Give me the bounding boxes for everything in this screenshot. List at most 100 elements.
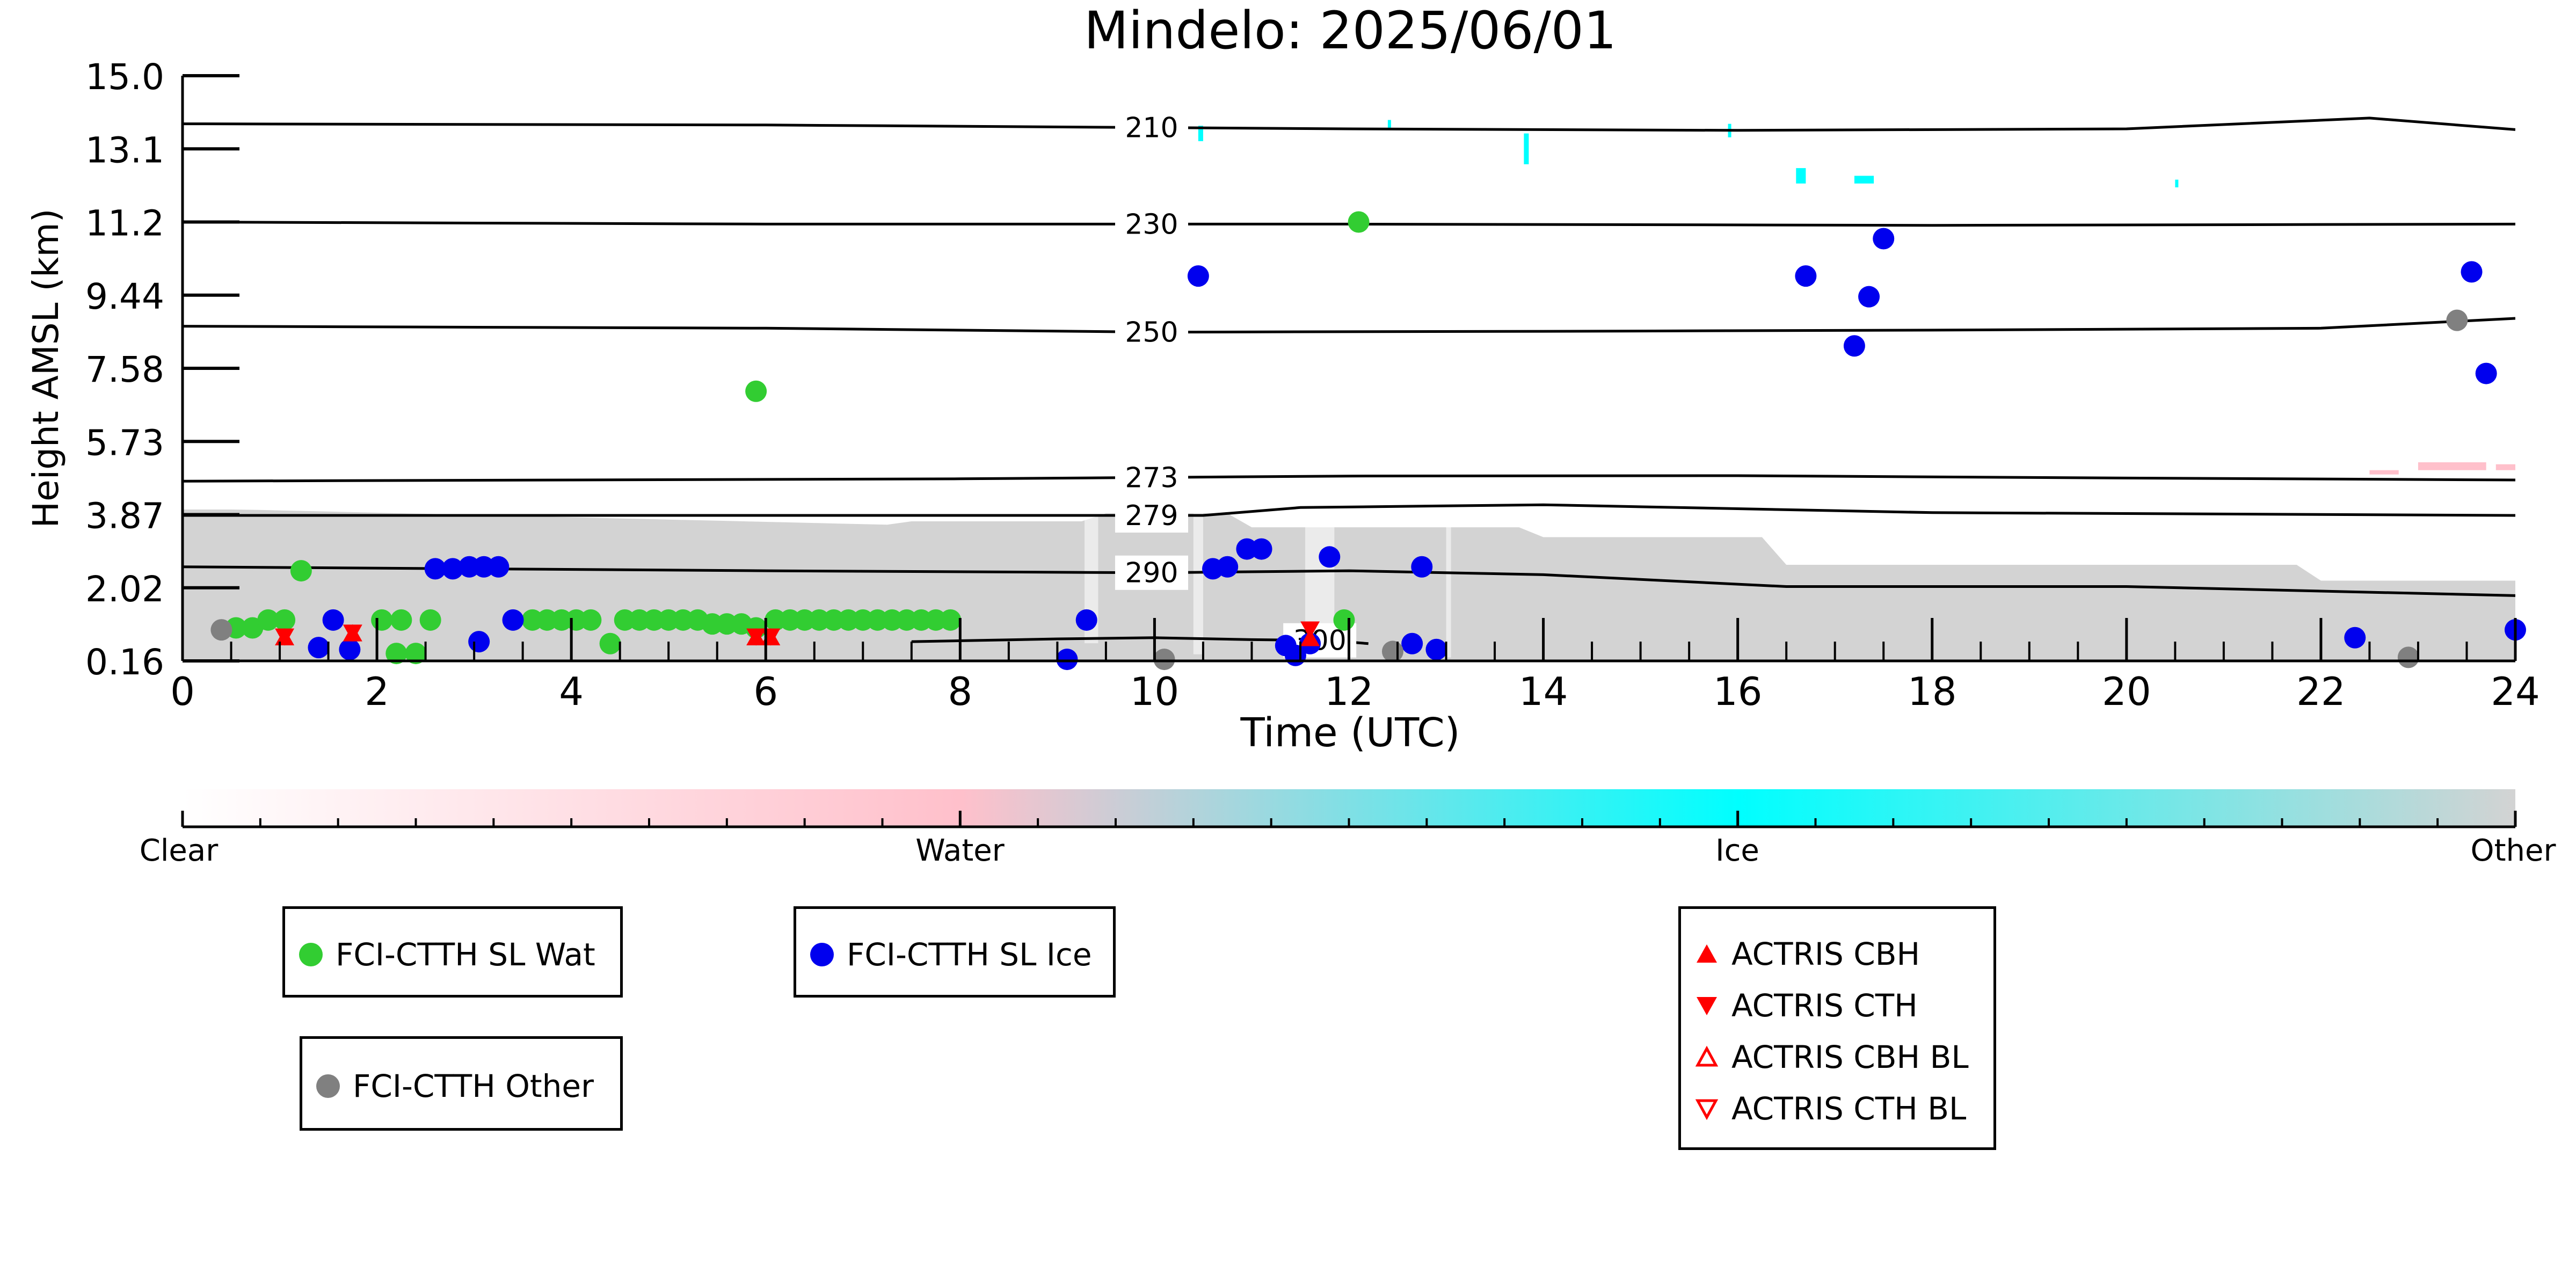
data-point <box>442 558 464 580</box>
isotherm-line <box>183 117 2515 132</box>
y-tick-label: 7.58 <box>85 349 164 390</box>
data-point <box>487 556 510 578</box>
data-point <box>419 609 441 631</box>
triangle-down-filled-icon <box>1697 997 1717 1015</box>
data-point <box>1858 286 1880 308</box>
cth-marker <box>1300 621 1320 639</box>
data-point <box>339 638 361 660</box>
isotherm-line <box>183 474 2515 483</box>
cloud-mask-ice <box>2175 179 2179 187</box>
isotherm-label: 290 <box>1125 557 1178 590</box>
cloud-mask-ice <box>1524 133 1529 164</box>
marker-layer <box>210 211 2526 671</box>
legend-label-cth-bl: ACTRIS CTH BL <box>1731 1090 1967 1127</box>
data-point <box>2397 646 2419 668</box>
data-point <box>1411 556 1433 578</box>
colorbar-label-other: Other <box>2470 833 2556 868</box>
data-point <box>1187 265 1209 287</box>
legend-label-other: FCI-CTTH Other <box>353 1068 594 1104</box>
data-point <box>745 380 767 402</box>
data-point <box>2446 309 2468 331</box>
cloud-mask-gap <box>1085 358 1098 644</box>
cloud-mask-water <box>2418 462 2486 470</box>
y-tick-label: 13.1 <box>85 129 164 171</box>
legend-label-water: FCI-CTTH SL Wat <box>336 936 595 973</box>
data-point <box>385 643 407 665</box>
colorbar-label-water: Water <box>915 833 1005 868</box>
y-tick-label: 5.73 <box>85 422 164 463</box>
data-point <box>290 560 312 582</box>
isotherm-layer: 210230250273279290300 <box>183 110 2515 658</box>
legend-water: FCI-CTTH SL Wat <box>282 906 623 998</box>
data-point <box>1843 335 1865 357</box>
data-point <box>1425 638 1447 660</box>
y-tick-label: 2.02 <box>85 569 164 610</box>
x-tick-label: 4 <box>559 669 584 714</box>
other-marker-icon <box>316 1074 340 1098</box>
x-tick-label: 6 <box>753 669 778 714</box>
data-point <box>1153 649 1175 671</box>
x-tick-label: 24 <box>2491 669 2540 714</box>
triangle-up-filled-icon <box>1697 944 1717 963</box>
cloud-mask-gap <box>1446 428 1451 658</box>
x-tick-label: 18 <box>1908 669 1957 714</box>
data-point <box>2461 261 2483 283</box>
chart-title: Mindelo: 2025/06/01 <box>1084 1 1617 61</box>
y-tick-label: 3.87 <box>85 496 164 537</box>
axes: 0 2 4 6 8 10 12 14 16 18 20 22 240.162.023.875.737.5… <box>85 56 2540 714</box>
x-tick-label: 8 <box>948 669 972 714</box>
y-tick-label: 15.0 <box>85 56 164 98</box>
isotherm-line <box>183 503 2515 517</box>
colorbar-label-clear: Clear <box>140 833 219 868</box>
data-point <box>274 609 296 631</box>
cth-marker <box>343 624 362 642</box>
isotherm-label: 273 <box>1125 462 1178 494</box>
legend-label-cth: ACTRIS CTH <box>1731 987 1918 1024</box>
data-point <box>210 619 232 641</box>
y-axis-label: Height AMSL (km) <box>25 209 67 528</box>
data-point <box>2475 362 2497 384</box>
data-point <box>257 609 279 631</box>
cth-marker <box>746 628 766 646</box>
isotherm-label-bg <box>1115 498 1188 533</box>
isotherm-label-bg <box>1115 460 1188 495</box>
x-tick-label: 22 <box>2296 669 2346 714</box>
y-tick-label: 11.2 <box>85 203 164 244</box>
isotherm-label-bg <box>1115 207 1188 242</box>
isotherm-label: 230 <box>1125 208 1178 241</box>
x-tick-label: 16 <box>1713 669 1763 714</box>
data-point <box>2344 627 2366 649</box>
isotherm-label: 250 <box>1125 317 1178 349</box>
legend-other: FCI-CTTH Other <box>300 1036 623 1131</box>
x-tick-label: 12 <box>1325 669 1374 714</box>
isotherm-label: 279 <box>1125 500 1178 532</box>
colorbar-label-ice: Ice <box>1715 833 1759 868</box>
data-point <box>1795 265 1817 287</box>
data-point <box>940 609 962 631</box>
cloud-mask-layer <box>183 120 2515 661</box>
isotherm-line <box>183 317 2515 334</box>
isotherm-label: 210 <box>1125 112 1178 144</box>
data-point <box>502 609 524 631</box>
x-axis-label: Time (UTC) <box>1240 710 1460 756</box>
data-point <box>1333 609 1355 631</box>
cloud-mask-ice <box>1796 168 1806 184</box>
x-tick-label: 2 <box>365 669 389 714</box>
water-marker-icon <box>299 943 323 966</box>
data-point <box>1250 538 1272 560</box>
x-tick-label: 0 <box>170 669 195 714</box>
legend-label-cbh: ACTRIS CBH <box>1731 936 1920 972</box>
legend-label-ice: FCI-CTTH SL Ice <box>847 936 1092 973</box>
data-point <box>308 637 330 659</box>
cloud-mask-ice <box>1854 176 1874 184</box>
cloud-mask-ice <box>1198 126 1203 141</box>
data-point <box>405 643 427 665</box>
data-point <box>468 631 490 653</box>
ice-marker-icon <box>810 943 834 966</box>
legend-label-cbh-bl: ACTRIS CBH BL <box>1731 1039 1969 1075</box>
legend-actris: ACTRIS CBH ACTRIS CTH ACTRIS CBH BL ACTR… <box>1678 906 1996 1150</box>
triangle-down-outline-icon <box>1695 1099 1719 1120</box>
isotherm-label-bg <box>1115 315 1188 350</box>
cloud-mask-gap <box>1305 405 1335 653</box>
